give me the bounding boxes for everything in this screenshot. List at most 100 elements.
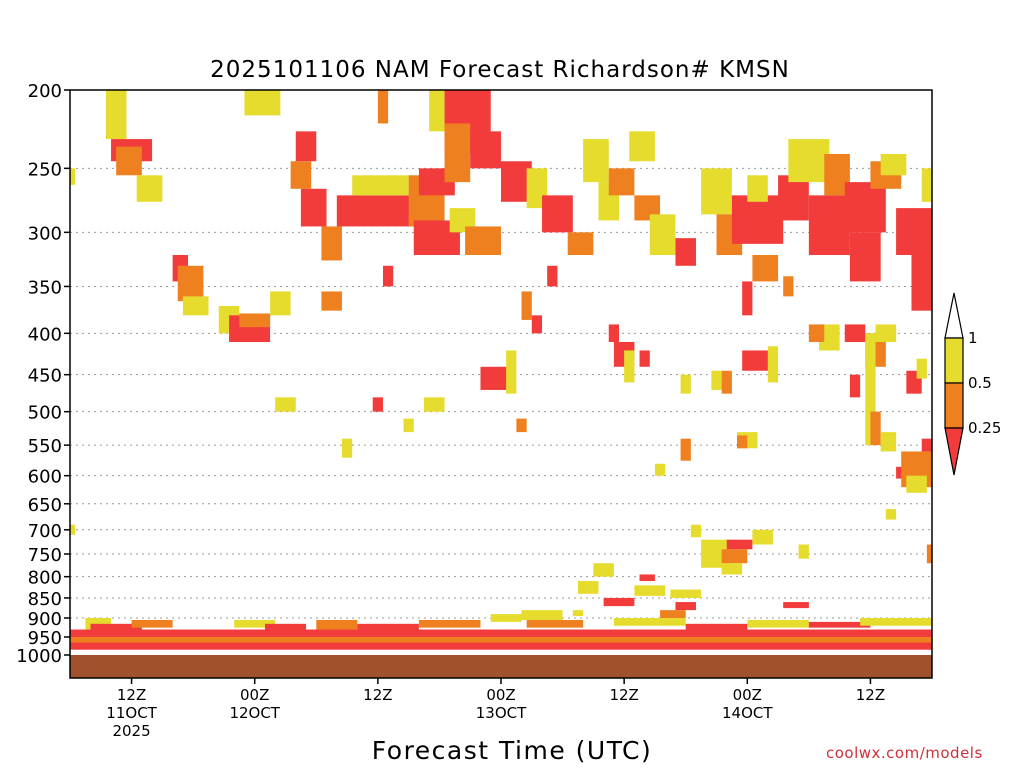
x-tick-label: 11OCT xyxy=(106,704,157,722)
ri-cell xyxy=(583,139,609,183)
ri-cell xyxy=(352,175,409,196)
y-tick-label: 850 xyxy=(28,589,62,610)
ri-cell xyxy=(321,291,342,311)
ri-cell xyxy=(860,618,932,626)
ri-cell xyxy=(382,265,394,287)
y-tick-label: 750 xyxy=(28,545,62,566)
ground-layer xyxy=(70,655,932,678)
ri-cell xyxy=(726,539,753,550)
x-tick-label: 12Z xyxy=(609,686,638,704)
ri-cell xyxy=(844,182,886,233)
ri-cell xyxy=(465,226,501,255)
ri-cell xyxy=(634,585,666,596)
ri-cell xyxy=(778,175,809,221)
ri-cell xyxy=(521,610,563,620)
ri-cell xyxy=(880,432,897,452)
ri-cell xyxy=(275,397,296,412)
ri-cell xyxy=(116,146,142,176)
ri-cell xyxy=(721,370,732,394)
ri-cell xyxy=(429,90,445,132)
ri-cell xyxy=(737,435,748,449)
y-tick-label: 300 xyxy=(28,223,62,244)
ri-cell xyxy=(136,175,163,202)
y-tick-label: 450 xyxy=(28,366,62,387)
ri-cell xyxy=(639,350,650,367)
ri-cell xyxy=(321,226,342,261)
ri-cell xyxy=(424,397,445,412)
x-tick-label: 00Z xyxy=(733,686,762,704)
y-tick-label: 650 xyxy=(28,495,62,516)
legend-swatch-below-0.25 xyxy=(944,427,964,476)
ri-cell xyxy=(470,131,501,169)
ri-cell xyxy=(844,324,866,343)
axes: 200 250 300 350 400 450 500 550 600 650 700 7508008… xyxy=(16,81,933,740)
legend-swatch-above-1 xyxy=(944,292,964,339)
ri-cell xyxy=(531,315,543,334)
ri-cell xyxy=(849,232,881,282)
plot-area xyxy=(70,90,932,678)
ri-cell xyxy=(624,350,635,383)
ri-cell xyxy=(808,621,871,628)
ri-cell xyxy=(783,276,794,297)
ri-cell xyxy=(660,610,686,619)
ri-cell xyxy=(701,168,732,215)
ri-cell xyxy=(649,214,676,255)
ri-cell xyxy=(444,123,471,183)
ri-cell xyxy=(177,265,204,302)
ri-cell xyxy=(926,544,932,564)
ri-cell xyxy=(752,254,779,282)
legend-swatch-0.5-1 xyxy=(944,337,964,384)
y-tick-label: 250 xyxy=(28,159,62,180)
ri-cell xyxy=(603,597,635,607)
ri-cell xyxy=(300,188,327,227)
ri-cell xyxy=(788,139,830,183)
ri-cell xyxy=(131,619,173,628)
ri-cell xyxy=(808,195,850,255)
x-tick-label: 13OCT xyxy=(476,704,527,722)
ri-cell xyxy=(239,313,271,328)
chart-title: 2025101106 NAM Forecast Richardson# KMSN xyxy=(210,57,790,83)
credit-text: coolwx.com/models xyxy=(826,744,983,762)
y-tick-label: 200 xyxy=(28,81,62,102)
legend-label: 1 xyxy=(968,329,978,347)
ri-cell xyxy=(885,509,897,520)
x-tick-label: 12Z xyxy=(363,686,392,704)
ri-cell xyxy=(577,581,599,594)
ri-cell xyxy=(608,324,620,343)
ri-cell xyxy=(783,602,809,609)
ri-cell xyxy=(675,602,696,611)
ri-cell xyxy=(721,549,748,564)
ri-cell xyxy=(685,623,748,630)
legend-swatch-0.25-0.5 xyxy=(944,382,964,429)
ri-band xyxy=(70,629,932,637)
ri-cell xyxy=(911,254,932,311)
ri-cell xyxy=(516,418,527,433)
ri-band xyxy=(70,636,932,643)
ri-cell xyxy=(808,324,825,343)
ri-cell xyxy=(629,131,655,162)
ri-cell xyxy=(880,154,907,176)
x-tick-label: 00Z xyxy=(240,686,269,704)
y-tick-label: 950 xyxy=(28,628,62,649)
ri-cell xyxy=(798,544,809,559)
legend-label: 0.25 xyxy=(968,419,1001,437)
x-tick-label: 12OCT xyxy=(229,704,280,722)
ri-cell xyxy=(921,438,932,452)
ri-cell xyxy=(613,618,686,626)
y-tick-label: 600 xyxy=(28,467,62,488)
ri-cell xyxy=(721,563,743,575)
ri-cell xyxy=(675,238,696,266)
ri-cell xyxy=(711,370,722,390)
ri-cell xyxy=(690,524,702,538)
y-tick-label: 350 xyxy=(28,277,62,298)
ri-cell xyxy=(377,90,389,124)
ri-cell xyxy=(767,346,779,383)
ri-cell xyxy=(921,168,932,202)
x-tick-label: 2025 xyxy=(112,722,150,740)
ri-cell xyxy=(264,623,307,632)
ri-cell xyxy=(70,168,76,185)
ri-cell xyxy=(105,90,127,140)
ri-cell xyxy=(547,265,558,287)
ri-cell xyxy=(567,232,594,255)
